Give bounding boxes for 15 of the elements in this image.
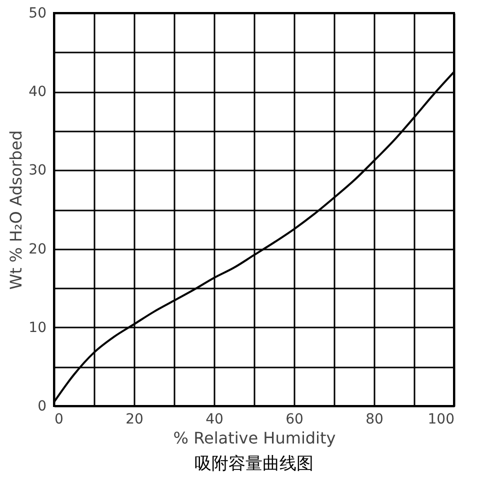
x-axis-title: % Relative Humidity: [173, 428, 336, 448]
y-tick-label: 10: [28, 320, 46, 336]
y-tick-label: 30: [28, 162, 46, 179]
x-tick-label: 60: [286, 412, 304, 428]
y-tick-label: 0: [38, 398, 46, 414]
x-tick-label: 100: [428, 412, 454, 428]
x-tick-label: 20: [126, 412, 144, 428]
y-tick-label: 20: [28, 241, 46, 258]
y-tick-label: 40: [28, 84, 46, 100]
x-tick-label: 40: [206, 412, 224, 428]
y-tick-label: 50: [28, 6, 46, 22]
x-tick-label: 80: [366, 412, 384, 428]
text: 吸附容量曲线图: [194, 454, 314, 474]
y-axis-title: Wt % H₂O Adsorbed: [6, 130, 26, 290]
x-tick-label: 0: [54, 412, 64, 428]
